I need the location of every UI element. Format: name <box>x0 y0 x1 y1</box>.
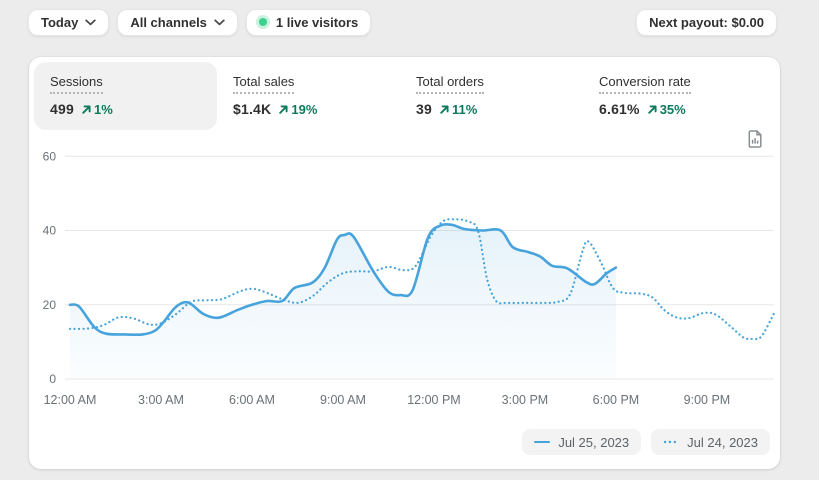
date-range-label: Today <box>41 14 79 30</box>
analytics-toolbar: Today All channels 1 live visitors Next … <box>28 8 777 36</box>
solid-line-swatch-icon <box>534 441 551 443</box>
y-tick-label: 0 <box>49 372 56 386</box>
next-payout-button[interactable]: Next payout: $0.00 <box>636 8 777 36</box>
metric-delta-value: 11% <box>451 101 478 117</box>
date-range-button[interactable]: Today <box>28 8 110 36</box>
x-tick-label: 6:00 PM <box>593 393 640 407</box>
arrow-up-right-icon <box>82 105 91 114</box>
metric-delta-value: 19% <box>291 101 318 117</box>
x-tick-label: 12:00 AM <box>44 393 97 407</box>
metric-tab-conversion-rate[interactable]: Conversion rate 6.61% 35% <box>583 62 766 130</box>
metric-delta: 35% <box>647 102 686 117</box>
chart-legend: Jul 25, 2023 Jul 24, 2023 <box>522 429 770 455</box>
series-line-jul-24-2023 <box>68 218 775 341</box>
next-payout-label: Next payout: $0.00 <box>649 14 764 30</box>
chevron-down-icon <box>85 19 97 26</box>
legend-item-jul-24[interactable]: Jul 24, 2023 <box>651 429 770 455</box>
metric-delta: 11% <box>439 102 477 117</box>
x-tick-label: 9:00 PM <box>684 393 731 407</box>
metric-value: 499 <box>50 101 74 118</box>
metric-delta: 1% <box>81 102 113 117</box>
metric-tabs: Sessions 499 1% Total sales $1.4K 19% To… <box>34 62 766 131</box>
x-tick-label: 3:00 PM <box>502 393 549 407</box>
series-area-fill <box>70 224 616 379</box>
dotted-line-swatch-icon <box>663 440 680 444</box>
metric-label: Sessions <box>50 74 103 95</box>
y-tick-label: 20 <box>43 298 57 312</box>
green-pulse-dot-icon <box>258 18 267 26</box>
metric-value: 39 <box>416 101 432 118</box>
metric-tab-total-sales[interactable]: Total sales $1.4K 19% <box>217 62 400 130</box>
legend-item-jul-25[interactable]: Jul 25, 2023 <box>522 429 642 455</box>
series-line-jul-25-2023 <box>68 222 618 337</box>
sessions-line-chart[interactable]: 0 20 40 60 12:00 AM 3:00 AM 6:00 AM 9:00 AM 12:0… <box>29 142 780 422</box>
metric-delta-value: 1% <box>93 101 113 117</box>
legend-label: Jul 25, 2023 <box>558 434 630 450</box>
arrow-up-right-icon <box>647 105 657 114</box>
metric-label: Total orders <box>416 74 484 95</box>
metric-label: Conversion rate <box>599 74 691 95</box>
metric-tab-total-orders[interactable]: Total orders 39 11% <box>400 62 583 130</box>
metric-delta: 19% <box>278 102 317 117</box>
chevron-down-icon <box>214 19 225 26</box>
x-tick-label: 12:00 PM <box>407 393 461 407</box>
live-visitors-button[interactable]: 1 live visitors <box>245 8 372 36</box>
metric-label: Total sales <box>233 74 295 95</box>
y-tick-label: 60 <box>43 149 57 163</box>
x-tick-label: 9:00 AM <box>320 393 366 407</box>
channel-filter-label: All channels <box>130 14 207 30</box>
arrow-up-right-icon <box>440 105 449 114</box>
legend-label: Jul 24, 2023 <box>687 434 758 450</box>
live-visitors-label: 1 live visitors <box>275 14 359 30</box>
y-tick-label: 40 <box>43 224 57 238</box>
metric-value: $1.4K <box>233 101 272 118</box>
view-report-icon[interactable] <box>746 129 764 149</box>
x-tick-label: 6:00 AM <box>229 393 275 407</box>
arrow-up-right-icon <box>279 105 288 114</box>
metric-delta-value: 35% <box>659 101 686 117</box>
report-file-icon <box>748 130 762 148</box>
metric-value: 6.61% <box>599 101 640 118</box>
x-tick-label: 3:00 AM <box>138 393 184 407</box>
channel-filter-button[interactable]: All channels <box>117 8 238 36</box>
overview-chart-card: Sessions 499 1% Total sales $1.4K 19% To… <box>29 57 780 469</box>
metric-tab-sessions[interactable]: Sessions 499 1% <box>34 62 217 131</box>
